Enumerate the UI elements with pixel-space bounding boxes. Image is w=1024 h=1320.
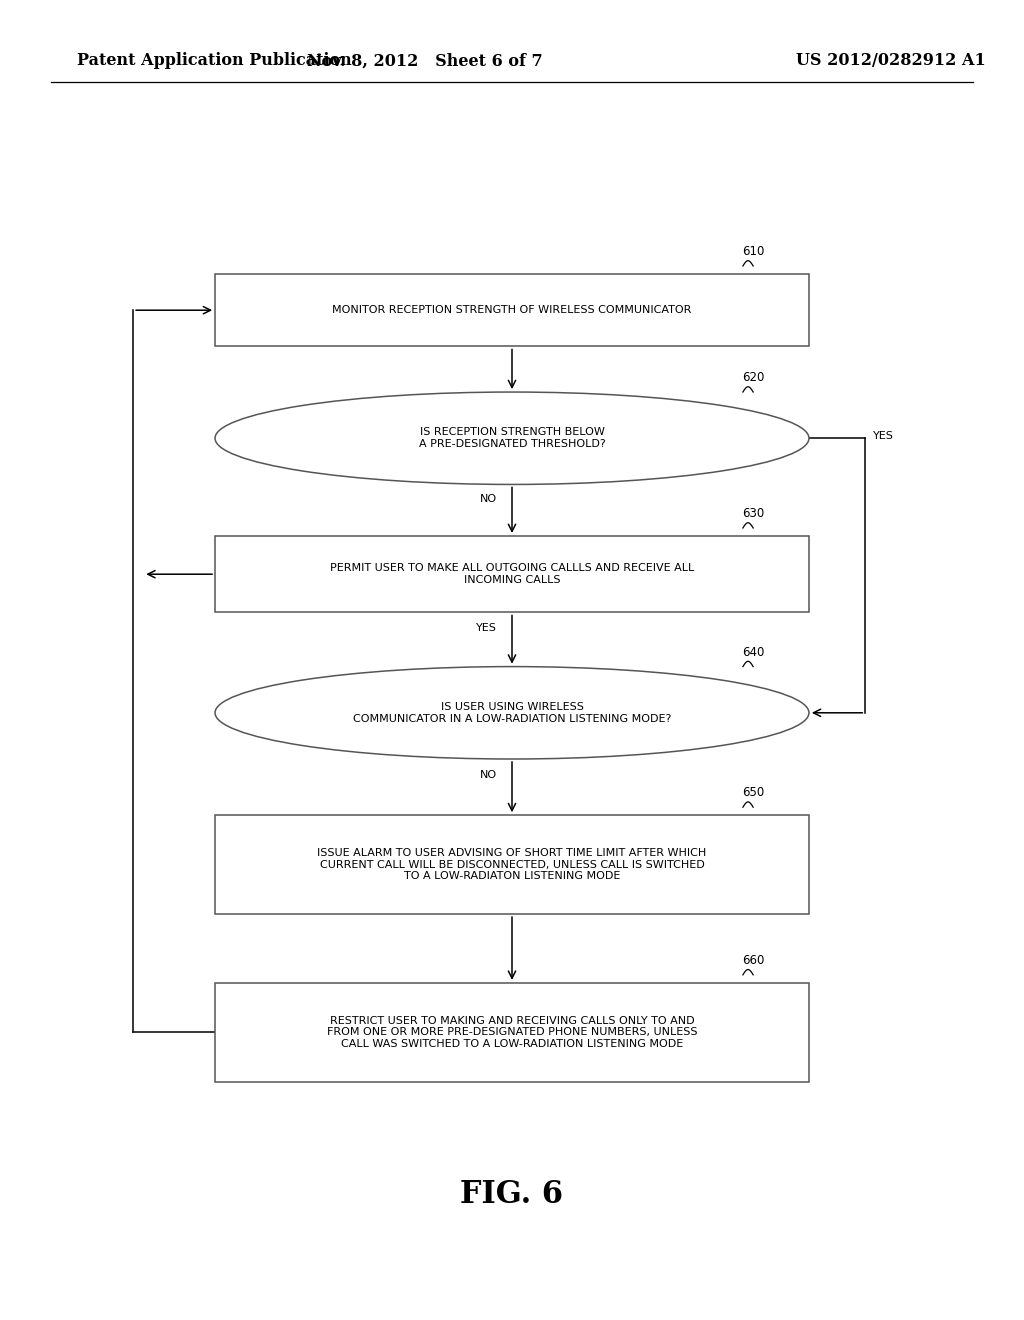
Text: ISSUE ALARM TO USER ADVISING OF SHORT TIME LIMIT AFTER WHICH
CURRENT CALL WILL B: ISSUE ALARM TO USER ADVISING OF SHORT TI… [317,847,707,882]
Text: YES: YES [476,623,497,634]
Text: 610: 610 [742,246,765,259]
Text: 640: 640 [742,645,765,659]
Ellipse shape [215,392,809,484]
Text: NO: NO [479,494,497,504]
Text: RESTRICT USER TO MAKING AND RECEIVING CALLS ONLY TO AND
FROM ONE OR MORE PRE-DES: RESTRICT USER TO MAKING AND RECEIVING CA… [327,1015,697,1049]
Text: 620: 620 [742,371,765,384]
Text: Nov. 8, 2012   Sheet 6 of 7: Nov. 8, 2012 Sheet 6 of 7 [307,53,543,69]
Text: IS RECEPTION STRENGTH BELOW
A PRE-DESIGNATED THRESHOLD?: IS RECEPTION STRENGTH BELOW A PRE-DESIGN… [419,428,605,449]
Ellipse shape [215,667,809,759]
Text: YES: YES [873,430,894,441]
Text: 630: 630 [742,507,765,520]
Text: NO: NO [479,771,497,780]
Text: 650: 650 [742,787,765,800]
FancyBboxPatch shape [215,982,809,1082]
Text: FIG. 6: FIG. 6 [461,1179,563,1210]
FancyBboxPatch shape [215,814,809,913]
FancyBboxPatch shape [215,273,809,346]
Text: IS USER USING WIRELESS
COMMUNICATOR IN A LOW-RADIATION LISTENING MODE?: IS USER USING WIRELESS COMMUNICATOR IN A… [353,702,671,723]
Text: Patent Application Publication: Patent Application Publication [77,53,351,69]
Text: PERMIT USER TO MAKE ALL OUTGOING CALLLS AND RECEIVE ALL
INCOMING CALLS: PERMIT USER TO MAKE ALL OUTGOING CALLLS … [330,564,694,585]
Text: 660: 660 [742,954,765,966]
Text: MONITOR RECEPTION STRENGTH OF WIRELESS COMMUNICATOR: MONITOR RECEPTION STRENGTH OF WIRELESS C… [333,305,691,315]
FancyBboxPatch shape [215,536,809,612]
Text: US 2012/0282912 A1: US 2012/0282912 A1 [796,53,986,69]
